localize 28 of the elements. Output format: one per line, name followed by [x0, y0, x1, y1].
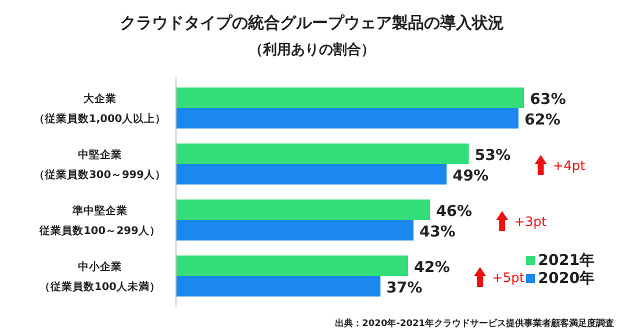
- chart-title: クラウドタイプの統合グループウェア製品の導入状況: [120, 13, 504, 32]
- y-tick-label: 大企業（従業員数1,000人以上）: [34, 92, 166, 125]
- data-label: 46%: [436, 202, 472, 220]
- data-label: 42%: [414, 258, 450, 276]
- chart-subtitle: （利用ありの割合）: [249, 41, 375, 58]
- source-note: 出典：2020年-2021年クラウドサービス提供事業者顧客満足度調査: [335, 318, 614, 329]
- y-tick-label: 中小企業（従業員数100人未満）: [40, 260, 160, 293]
- legend-label: 2020年: [538, 269, 595, 287]
- y-tick-label: 準中堅企業従業員数100～299人）: [38, 204, 160, 237]
- data-label: 37%: [386, 278, 422, 296]
- bar: [176, 220, 414, 240]
- bar: [176, 276, 380, 296]
- data-label: 62%: [524, 110, 560, 128]
- annotation: +3pt: [514, 215, 547, 230]
- data-label: 49%: [452, 166, 489, 184]
- data-label: 63%: [530, 90, 566, 108]
- text: +4pt: [552, 159, 586, 174]
- bar: [176, 88, 524, 108]
- data-label: 43%: [420, 222, 456, 240]
- data-label: 53%: [474, 146, 511, 164]
- bar: [176, 200, 430, 220]
- bar: [176, 108, 518, 128]
- annotation: +5pt: [492, 271, 525, 286]
- bar: [176, 144, 469, 164]
- bar: [176, 256, 408, 276]
- legend-label: 2021年: [538, 251, 595, 269]
- y-tick-label: 中堅企業（従業員数300～999人）: [34, 148, 166, 181]
- bar: [176, 164, 447, 184]
